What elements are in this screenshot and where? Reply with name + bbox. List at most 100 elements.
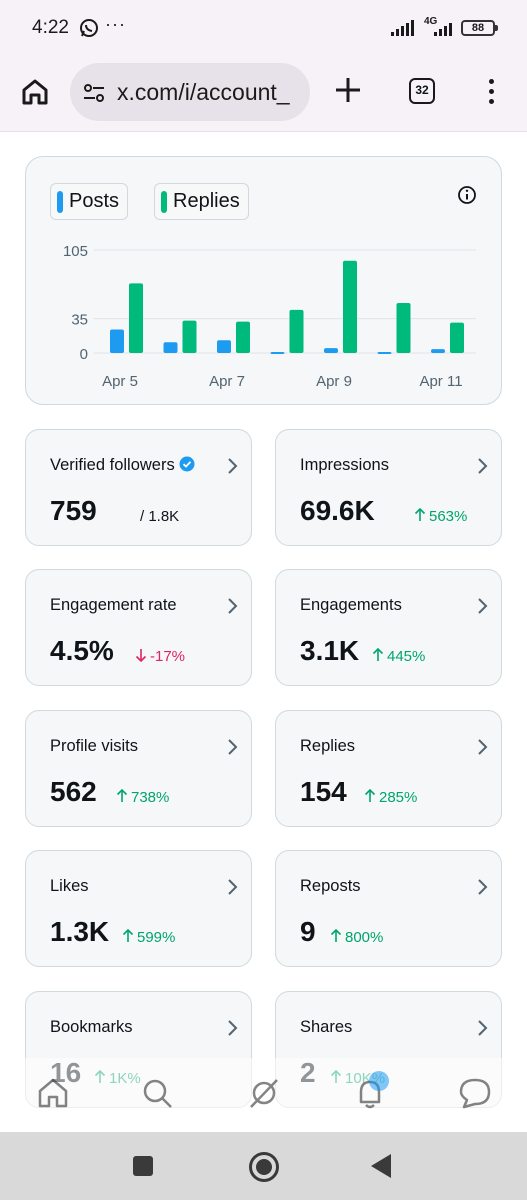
legend-posts[interactable]: Posts [50, 183, 129, 220]
legend-swatch-replies [161, 191, 167, 213]
metric-change: 445% [372, 647, 426, 665]
metric-card-verified-followers[interactable]: Verified followers 759 / 1.8K [25, 429, 252, 546]
arrow-up-icon [364, 788, 376, 802]
legend-replies-label: Replies [173, 190, 240, 212]
bar-posts-apr-9[interactable] [324, 348, 338, 353]
metric-change-text: 445% [387, 648, 426, 665]
bar-posts-apr-11[interactable] [431, 349, 445, 353]
metric-label-text: Profile visits [50, 737, 139, 755]
browser-toolbar: x.com/i/account_ 32 [0, 58, 527, 132]
bar-posts-apr-5[interactable] [110, 329, 124, 353]
metric-label: Impressions [300, 456, 389, 475]
x-tick-label: Apr 7 [209, 373, 245, 390]
metric-card-engagement-rate[interactable]: Engagement rate 4.5% -17% [25, 569, 252, 686]
metric-label-text: Likes [50, 877, 89, 895]
info-icon[interactable] [456, 184, 478, 206]
metric-total: / 1.8K [140, 508, 180, 525]
home-icon[interactable] [36, 1076, 70, 1110]
chevron-right-icon[interactable] [227, 597, 239, 615]
y-tick-label: 35 [71, 312, 88, 329]
metric-value: 9 [300, 916, 316, 947]
signal-icon-2 [434, 23, 452, 36]
metric-change-text: 738% [131, 789, 170, 806]
legend-replies[interactable]: Replies [154, 183, 249, 220]
metric-value: 562 [50, 776, 97, 807]
arrow-up-icon [330, 928, 342, 942]
bar-posts-apr-8[interactable] [270, 352, 285, 355]
metric-label-text: Replies [300, 737, 356, 755]
search-icon[interactable] [140, 1076, 174, 1110]
bar-posts-apr-6[interactable] [163, 342, 178, 353]
bar-replies-apr-7[interactable] [236, 321, 250, 353]
metric-card-replies[interactable]: Replies 154 285% [275, 710, 502, 827]
metric-label-text: Verified followers [50, 456, 175, 474]
metric-label: Likes [50, 877, 89, 896]
metric-change-text: 800% [345, 929, 384, 946]
metric-card-engagements[interactable]: Engagements 3.1K 445% [275, 569, 502, 686]
metric-card-likes[interactable]: Likes 1.3K 599% [25, 850, 252, 967]
chevron-right-icon[interactable] [477, 1019, 489, 1037]
y-tick-label: 105 [63, 243, 88, 260]
arrow-up-icon [414, 507, 426, 521]
bar-replies-apr-10[interactable] [396, 302, 411, 353]
bar-replies-apr-5[interactable] [129, 283, 143, 353]
notification-badge [369, 1071, 389, 1091]
recent-apps-button[interactable] [133, 1156, 153, 1176]
x-tick-label: Apr 9 [316, 373, 352, 390]
chevron-right-icon[interactable] [227, 738, 239, 756]
site-settings-icon[interactable] [82, 81, 106, 105]
status-bar: 4:22 ··· 4G 88 [0, 0, 527, 58]
metric-card-impressions[interactable]: Impressions 69.6K 563% [275, 429, 502, 546]
metric-label: Reposts [300, 877, 361, 896]
chevron-right-icon[interactable] [227, 1019, 239, 1037]
metric-label-text: Impressions [300, 456, 389, 474]
address-bar[interactable]: x.com/i/account_ [70, 63, 310, 121]
activity-chart-card: Posts Replies 0 35 105 Apr 5 Apr 7 Apr 9 Apr 1… [25, 156, 502, 405]
back-button[interactable] [371, 1154, 391, 1178]
metric-label: Shares [300, 1018, 352, 1037]
x-tick-label: Apr 11 [419, 373, 462, 390]
metric-label-text: Engagements [300, 596, 402, 614]
bar-replies-apr-6[interactable] [182, 320, 197, 353]
chevron-right-icon[interactable] [227, 457, 239, 475]
metric-change-text: 285% [379, 789, 418, 806]
metric-card-reposts[interactable]: Reposts 9 800% [275, 850, 502, 967]
chevron-right-icon[interactable] [477, 878, 489, 896]
url-text[interactable]: x.com/i/account_ [117, 79, 290, 105]
new-tab-icon[interactable] [333, 75, 363, 105]
metric-label: Profile visits [50, 737, 138, 756]
arrow-up-icon [122, 928, 134, 942]
browser-menu-icon[interactable] [484, 76, 498, 106]
arrow-up-icon [116, 788, 128, 802]
bottom-navigation [0, 1058, 527, 1132]
home-button[interactable] [249, 1152, 279, 1182]
bar-replies-apr-9[interactable] [343, 260, 357, 353]
metric-change: 599% [122, 928, 175, 946]
status-more-dots: ··· [105, 14, 126, 34]
chevron-right-icon[interactable] [477, 597, 489, 615]
metric-value: 154 [300, 776, 347, 807]
chevron-right-icon[interactable] [477, 457, 489, 475]
grok-icon[interactable] [247, 1076, 281, 1110]
chevron-right-icon[interactable] [477, 738, 489, 756]
signal-icon [391, 20, 414, 36]
metric-label: Verified followers [50, 456, 195, 475]
metric-label: Replies [300, 737, 355, 756]
tab-switcher-button[interactable]: 32 [409, 78, 435, 104]
bar-posts-apr-10[interactable] [377, 352, 392, 355]
bar-replies-apr-11[interactable] [450, 322, 464, 353]
y-tick-label: 0 [80, 346, 88, 363]
arrow-down-icon [135, 649, 147, 663]
system-navigation-bar [0, 1132, 527, 1200]
home-icon[interactable] [19, 76, 51, 108]
legend-swatch-posts [57, 191, 63, 213]
bar-posts-apr-7[interactable] [217, 340, 231, 353]
metric-card-profile-visits[interactable]: Profile visits 562 738% [25, 710, 252, 827]
metric-change: 800% [330, 928, 384, 946]
metric-change-text: -17% [150, 648, 186, 665]
legend-posts-label: Posts [69, 190, 120, 212]
bar-chart: 0 35 105 Apr 5 Apr 7 Apr 9 Apr 11 [63, 243, 476, 390]
chevron-right-icon[interactable] [227, 878, 239, 896]
bar-replies-apr-8[interactable] [289, 309, 304, 353]
messages-icon[interactable] [458, 1076, 492, 1110]
